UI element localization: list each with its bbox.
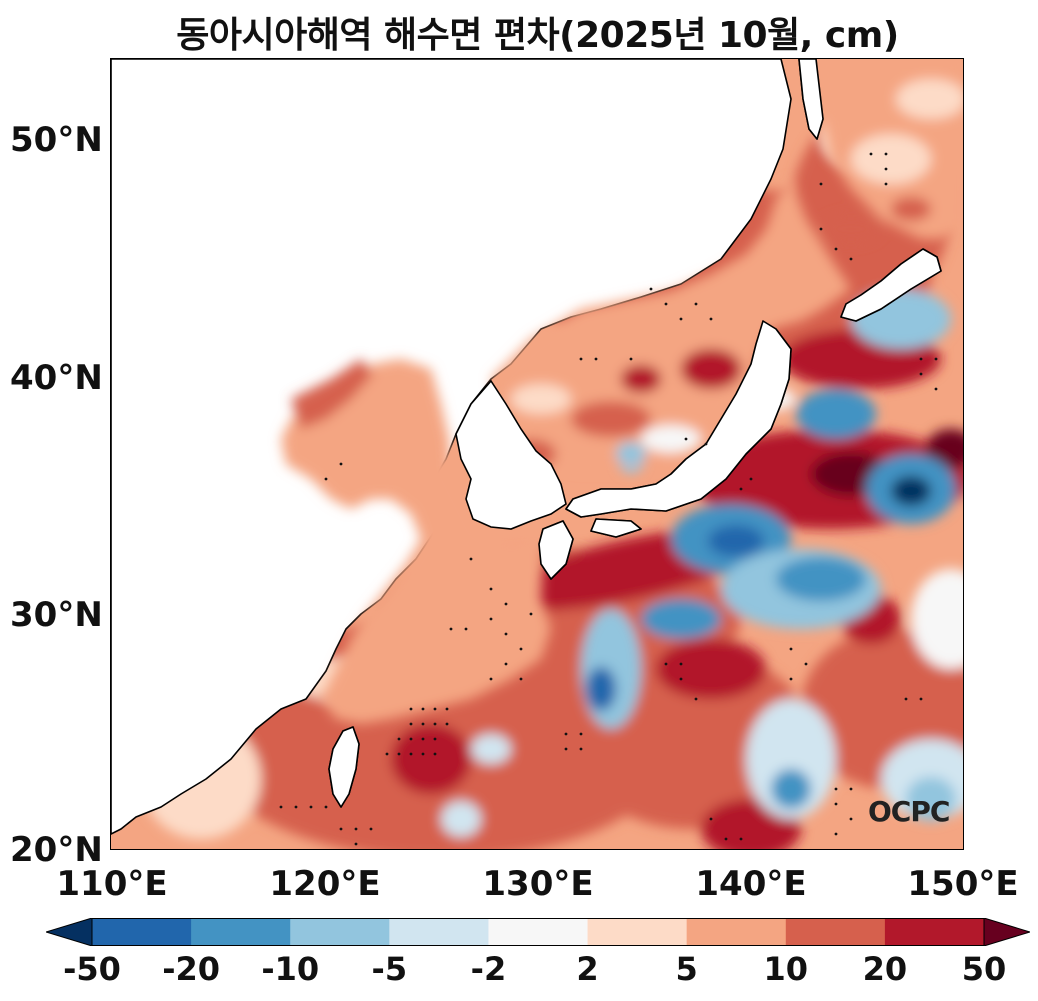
stipple-dots (279, 152, 938, 846)
colorbar-extend-low (46, 918, 93, 946)
colorbar-tick-label: -5 (371, 950, 408, 988)
colorbar-tick-label: 50 (961, 950, 1007, 988)
lat-label-40n: 40°N (10, 358, 103, 398)
ocpc-watermark: OCPC (868, 795, 950, 828)
colorbar-segment (488, 918, 589, 946)
colorbar-segment (191, 918, 291, 946)
colorbar-tick-label: -10 (261, 950, 320, 988)
colorbar-tick-label: 10 (763, 950, 809, 988)
colorbar-tick-label: 20 (862, 950, 908, 988)
lon-label-130e: 130°E (482, 864, 594, 904)
lat-label-20n: 20°N (10, 830, 103, 870)
colorbar-tick-label: -2 (470, 950, 507, 988)
lon-label-150e: 150°E (907, 864, 1019, 904)
lon-label-120e: 120°E (269, 864, 381, 904)
colorbar-extend-high (983, 918, 1030, 946)
colorbar-segment (785, 918, 886, 946)
colorbar-tick-label: -50 (63, 950, 121, 988)
colorbar-segment (389, 918, 489, 946)
colorbar-segment (587, 918, 688, 946)
colorbar-tick-label: -20 (162, 950, 221, 988)
colorbar-segment (290, 918, 390, 946)
lon-label-140e: 140°E (695, 864, 807, 904)
anomaly-field (111, 59, 963, 849)
sea-level-anomaly-map (110, 58, 964, 850)
map-title: 동아시아해역 해수면 편차(2025년 10월, cm) (176, 15, 899, 56)
lat-label-50n: 50°N (10, 120, 103, 160)
colorbar-tick-label: 5 (675, 950, 698, 988)
colorbar-segment (884, 918, 985, 946)
colorbar-segment (92, 918, 192, 946)
colorbar-segment (686, 918, 787, 946)
lat-label-30n: 30°N (10, 595, 103, 635)
colorbar-tick-label: 2 (576, 950, 599, 988)
colorbar (46, 918, 1030, 946)
lon-label-110e: 110°E (56, 864, 168, 904)
